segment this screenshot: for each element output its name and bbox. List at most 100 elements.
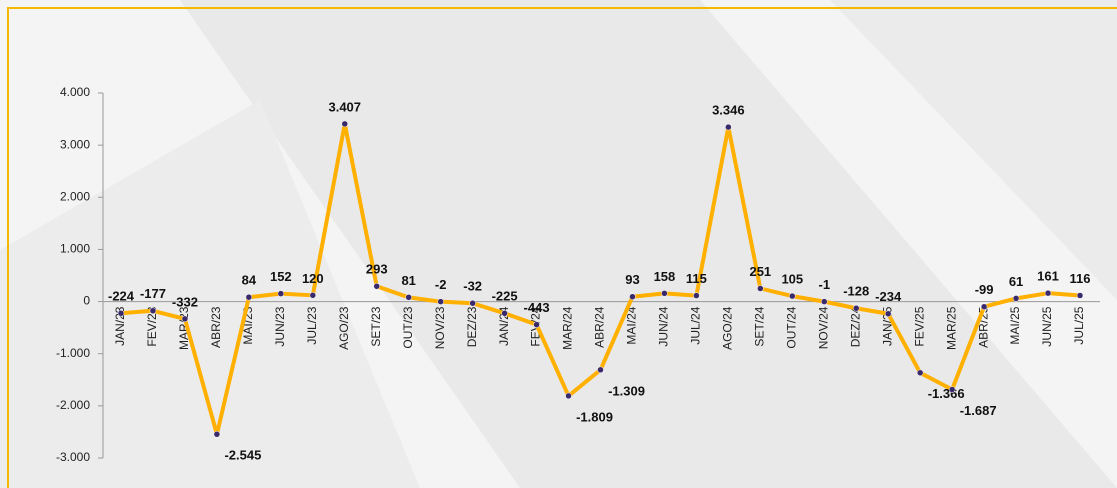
- marker: [916, 369, 924, 377]
- data-label: -1.366: [928, 386, 965, 401]
- x-tick-label: JUL/25: [1072, 306, 1086, 344]
- marker: [149, 307, 157, 315]
- marker: [725, 123, 732, 131]
- y-tick-label: 2.000: [60, 189, 90, 203]
- data-label: 116: [1070, 271, 1091, 286]
- background-shape: [830, 0, 1117, 300]
- data-label: 152: [270, 269, 292, 284]
- data-label: 293: [366, 262, 388, 277]
- marker: [629, 293, 636, 300]
- marker: [757, 285, 764, 292]
- marker: [213, 431, 221, 438]
- x-tick-label: DEZ/23: [465, 306, 479, 347]
- marker: [181, 315, 189, 323]
- x-tick-label: DEZ/24: [848, 306, 862, 347]
- marker: [597, 366, 604, 374]
- data-label: -224: [108, 289, 135, 304]
- background-shape: [0, 100, 420, 488]
- x-tick-label: AGO/23: [337, 306, 351, 350]
- marker: [661, 290, 668, 297]
- x-tick-label: OUT/24: [784, 306, 798, 348]
- data-label: -1.687: [960, 403, 997, 418]
- x-tick-label: OUT/23: [401, 306, 415, 348]
- marker: [533, 321, 540, 328]
- y-tick-label: 1.000: [60, 242, 90, 256]
- data-label: 3.346: [712, 103, 745, 118]
- data-label: -234: [875, 289, 902, 304]
- x-tick-label: JAN/23: [113, 306, 127, 346]
- x-tick-label: MAI/25: [1008, 306, 1022, 344]
- x-tick-label: NOV/23: [433, 306, 447, 349]
- x-tick-label: FEV/25: [912, 306, 926, 346]
- x-tick-label: JUN/25: [1040, 306, 1054, 346]
- data-label: 120: [302, 271, 324, 286]
- data-label: -332: [172, 294, 198, 309]
- data-label: 84: [242, 273, 257, 288]
- marker: [437, 298, 444, 305]
- x-tick-label: SET/23: [369, 306, 383, 346]
- x-tick-label: SET/24: [753, 306, 767, 346]
- data-label: -1.309: [608, 383, 645, 398]
- marker: [1012, 295, 1020, 302]
- data-label: 158: [654, 269, 676, 284]
- data-label: -1: [818, 277, 830, 292]
- y-tick-label: 0: [83, 294, 90, 308]
- marker: [501, 310, 508, 317]
- x-tick-label: AGO/24: [721, 306, 735, 350]
- x-tick-label: MAI/24: [625, 306, 639, 344]
- data-label: -2.545: [224, 448, 261, 463]
- x-tick-label: NOV/24: [816, 306, 830, 349]
- marker: [821, 298, 828, 305]
- marker: [948, 386, 956, 393]
- data-label: 161: [1037, 269, 1059, 284]
- x-tick-label: JUN/23: [273, 306, 287, 346]
- data-label: 3.407: [328, 99, 361, 114]
- y-tick-label: -2.000: [56, 398, 90, 412]
- data-label: -2: [435, 277, 447, 292]
- marker: [341, 120, 349, 128]
- data-label: 105: [781, 272, 803, 287]
- data-label: 61: [1009, 274, 1023, 289]
- y-tick-label: -3.000: [56, 450, 90, 464]
- data-label: -443: [524, 300, 550, 315]
- y-tick-label: 3.000: [60, 137, 90, 151]
- marker: [693, 292, 700, 299]
- marker: [1076, 292, 1084, 299]
- marker: [884, 310, 892, 318]
- marker: [980, 303, 988, 310]
- frame: [7, 7, 1117, 488]
- x-tick-label: MAR/25: [944, 306, 958, 350]
- background-shape: [180, 0, 1117, 488]
- data-label: 251: [749, 264, 771, 279]
- marker: [309, 292, 317, 299]
- data-label: 93: [625, 272, 639, 287]
- marker: [373, 283, 380, 290]
- marker: [1044, 289, 1052, 297]
- marker: [245, 293, 253, 301]
- x-tick-label: MAR/24: [561, 306, 575, 350]
- x-tick-label: FEV/23: [145, 306, 159, 346]
- data-label: -177: [140, 286, 166, 301]
- y-tick-label: -1.000: [56, 346, 90, 360]
- data-label: 81: [401, 273, 415, 288]
- marker: [852, 304, 860, 312]
- x-tick-label: JUN/24: [657, 306, 671, 346]
- marker: [565, 392, 572, 400]
- x-tick-label: JUL/24: [689, 306, 703, 344]
- marker: [405, 294, 412, 301]
- data-label: -128: [843, 284, 869, 299]
- marker: [469, 299, 476, 307]
- data-label: -32: [463, 279, 482, 294]
- data-label: -99: [975, 282, 994, 297]
- y-tick-label: 4.000: [60, 85, 90, 99]
- data-label: -1.809: [576, 409, 613, 424]
- x-tick-label: ABR/24: [593, 306, 607, 348]
- x-tick-label: ABR/23: [209, 306, 223, 348]
- x-tick-label: JUL/23: [305, 306, 319, 344]
- marker: [117, 310, 125, 317]
- marker: [277, 290, 285, 297]
- marker: [789, 292, 796, 300]
- data-label: 115: [686, 271, 707, 286]
- data-label: -225: [492, 289, 518, 304]
